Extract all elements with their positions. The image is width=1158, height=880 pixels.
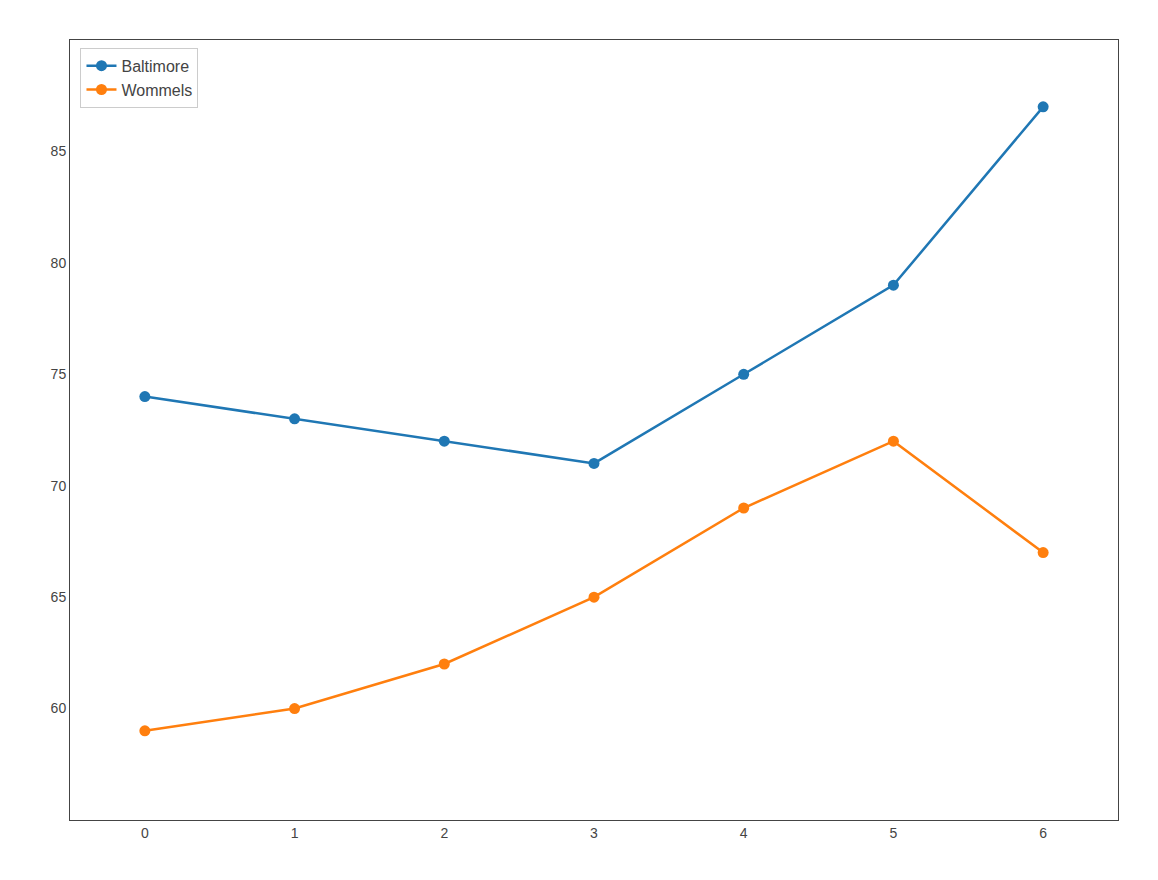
svg-text:2: 2 [440, 825, 448, 841]
svg-text:1: 1 [291, 825, 299, 841]
svg-text:75: 75 [51, 366, 67, 382]
svg-text:4: 4 [740, 825, 748, 841]
svg-text:80: 80 [51, 255, 67, 271]
svg-text:3: 3 [590, 825, 598, 841]
svg-text:70: 70 [51, 478, 67, 494]
svg-text:85: 85 [51, 143, 67, 159]
svg-text:5: 5 [890, 825, 898, 841]
svg-text:Wommels: Wommels [121, 82, 192, 99]
svg-text:65: 65 [51, 589, 67, 605]
svg-text:60: 60 [51, 700, 67, 716]
svg-text:0: 0 [141, 825, 149, 841]
svg-text:Baltimore: Baltimore [121, 58, 189, 75]
svg-text:6: 6 [1039, 825, 1047, 841]
